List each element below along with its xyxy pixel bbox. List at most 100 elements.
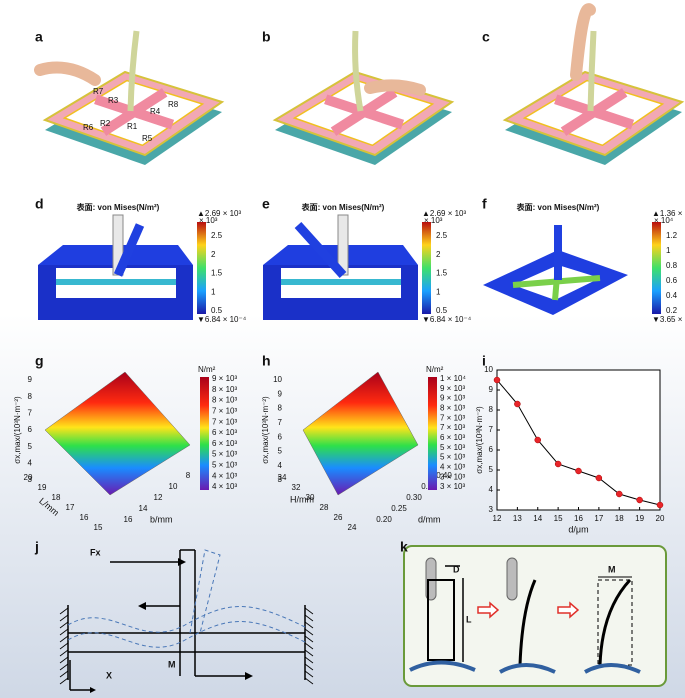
x-tick-label: 24 — [348, 523, 357, 532]
arrow-head — [90, 687, 96, 693]
x-tick-label: 18 — [615, 514, 624, 523]
colorbar-tick: 0.2 — [666, 306, 678, 315]
colorbar-tick: 2.5 — [211, 231, 223, 240]
colorbar-tick: 1 × 10⁴ — [440, 374, 466, 383]
y-tick-label: 7 — [278, 418, 283, 427]
panel-label: c — [482, 29, 490, 45]
colorbar-tick: 0.5 — [211, 306, 223, 315]
colorbar — [428, 377, 437, 490]
diagram-line — [304, 628, 314, 636]
x-tick-label: 18 — [52, 493, 61, 502]
resistor-label: R4 — [150, 107, 161, 116]
beam — [330, 88, 398, 136]
diagram-line — [304, 649, 314, 657]
colorbar-tick: 0.4 — [666, 291, 678, 300]
diagram-line — [59, 656, 69, 664]
z-tick-label: 12 — [154, 493, 163, 502]
panel-label: a — [35, 29, 43, 45]
colorbar-tick: 6 × 10³ — [440, 433, 465, 442]
colorbar-tick: 7 × 10³ — [212, 407, 237, 416]
y-tick-label: 3 — [489, 505, 494, 514]
diagram-line — [304, 635, 314, 643]
finger — [364, 79, 426, 96]
diagram-line — [304, 607, 314, 615]
y-tick-label: 3 — [28, 475, 33, 484]
z-tick-label: 14 — [139, 504, 148, 513]
pillar — [587, 30, 597, 112]
z-tick-label: 0.30 — [406, 493, 422, 502]
diagram-line — [59, 642, 69, 650]
colorbar — [200, 377, 209, 490]
diagram-line — [59, 663, 69, 671]
beam — [560, 88, 628, 136]
x-tick-label: 15 — [554, 514, 563, 523]
colorbar-unit: N/m² — [426, 365, 444, 374]
base — [584, 663, 641, 674]
y-axis-label: σx,max/(10³N·m⁻²) — [13, 396, 22, 464]
resistor-label: R8 — [168, 100, 179, 109]
x-tick-label: 19 — [38, 483, 47, 492]
y-tick-label: 6 — [28, 425, 33, 434]
colorbar-tick: 7 × 10³ — [440, 423, 465, 432]
z-tick-label: 0.25 — [391, 504, 407, 513]
transition-arrow — [477, 601, 500, 619]
y-tick-label: 8 — [278, 404, 283, 413]
data-point — [493, 376, 501, 384]
x-tick-label: 28 — [320, 503, 329, 512]
resistor-label: R6 — [83, 123, 94, 132]
panel-label: b — [262, 29, 271, 45]
colorbar-tick: 0.8 — [666, 261, 678, 270]
data-point — [514, 400, 521, 408]
y-tick-label: 7 — [489, 425, 494, 434]
x-tick-label: 17 — [66, 503, 75, 512]
colorbar-min: ▼3.65 × 10⁻³ — [652, 315, 685, 324]
colorbar-unit: N/m² — [198, 365, 216, 374]
x-tick-label: 26 — [334, 513, 343, 522]
y-tick-label: 8 — [489, 405, 494, 414]
sim-title: 表面: von Mises(N/m²) — [301, 202, 385, 212]
colorbar-tick: 0.5 — [436, 306, 448, 315]
data-point — [595, 474, 603, 482]
x-tick-label: 32 — [292, 483, 301, 492]
z-tick-label: 10 — [169, 482, 178, 491]
z-tick-label: 8 — [186, 471, 191, 480]
panel-label: e — [262, 196, 270, 212]
y-tick-label: 6 — [489, 445, 494, 454]
x-axis-label: d/μm — [568, 524, 588, 534]
panel-label: f — [482, 196, 487, 212]
colorbar-tick: 4 × 10³ — [440, 462, 465, 471]
colorbar-tick: 5 × 10³ — [440, 453, 465, 462]
x-tick-label: 20 — [656, 514, 665, 523]
y-axis-label: σx,max/(10³N·m⁻²) — [475, 406, 484, 474]
x-axis-label: H/mm — [290, 494, 314, 504]
z-tick-label: 0.20 — [376, 515, 392, 524]
pillar — [554, 225, 562, 280]
bent-pillar — [113, 223, 145, 277]
colorbar-tick: 1 — [211, 287, 216, 296]
panel-label: g — [35, 353, 44, 369]
data-point — [575, 467, 582, 475]
colorbar-tick: 4 × 10³ — [212, 471, 237, 480]
colorbar-tick: 2.5 — [436, 231, 448, 240]
diagram-line — [59, 670, 69, 678]
diagram-line — [59, 621, 69, 629]
surface — [44, 371, 191, 496]
pillar — [127, 30, 140, 112]
deflected-beam — [67, 606, 306, 633]
colorbar-exponent: × 10³ — [424, 216, 443, 225]
x-tick-label: 16 — [574, 514, 583, 523]
data-point — [636, 496, 643, 504]
y-tick-label: 4 — [489, 485, 494, 494]
resistor-label: R5 — [142, 134, 153, 143]
y-tick-label: 9 — [28, 375, 33, 384]
x-tick-label: 13 — [513, 514, 522, 523]
diagram-line — [304, 656, 314, 664]
colorbar-tick: 5 × 10³ — [212, 450, 237, 459]
colorbar-tick: 8 × 10³ — [212, 396, 237, 405]
colorbar-tick: 6 × 10³ — [212, 428, 237, 437]
x-tick-label: 34 — [278, 473, 287, 482]
z-axis-label: b/mm — [150, 514, 173, 524]
colorbar-tick: 1 — [666, 246, 671, 255]
y-tick-label: 5 — [489, 465, 494, 474]
colorbar-tick: 8 × 10³ — [440, 404, 465, 413]
